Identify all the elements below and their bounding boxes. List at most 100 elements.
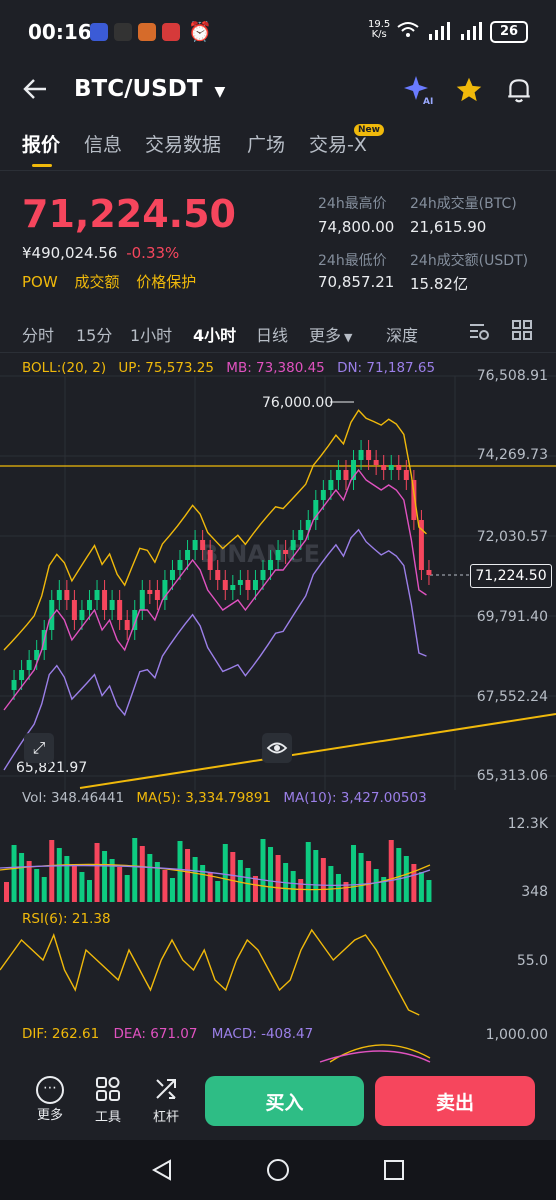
volume-bar (351, 845, 357, 902)
volume-bar (215, 881, 221, 902)
boll-upper-line (3, 409, 427, 651)
vol-axis-top: 12.3K (507, 816, 548, 832)
kline-chart[interactable]: BINANCE (0, 350, 556, 1070)
volume-bar (64, 856, 70, 902)
tf-more-label: 更多 (309, 326, 342, 345)
volume-bar (343, 882, 349, 902)
tf-15m[interactable]: 15分 (76, 326, 113, 345)
rsi-line (0, 928, 420, 1016)
tag-turnover[interactable]: 成交额 (74, 273, 120, 291)
macd-dea-line (319, 1050, 431, 1063)
tag-price-protect[interactable]: 价格保护 (136, 273, 197, 291)
candle (335, 470, 341, 480)
back-arrow-icon[interactable] (22, 76, 48, 106)
signal-icon (428, 22, 452, 44)
volume-bar (245, 868, 251, 902)
more-dots-icon: ⋯ (36, 1076, 64, 1104)
tf-depth[interactable]: 深度 (386, 326, 419, 345)
new-badge: New (354, 124, 384, 136)
tab-quote[interactable]: 报价 (22, 134, 61, 156)
candle (64, 590, 70, 600)
svg-text:AI: AI (423, 97, 433, 106)
candle (237, 580, 243, 585)
boll-up: UP: 75,573.25 (118, 360, 214, 376)
axis-price-3: 72,030.57 (476, 529, 548, 545)
candle (290, 540, 296, 550)
volume-bar (366, 861, 372, 902)
volume-legend: Vol: 348.46441 MA(5): 3,334.79891 MA(10)… (22, 790, 427, 806)
expand-icon[interactable]: ⤢ (24, 733, 54, 763)
tab-square[interactable]: 广场 (247, 134, 286, 156)
volume-bar (4, 882, 9, 902)
nav-back-icon[interactable] (150, 1158, 174, 1186)
candle (388, 465, 394, 470)
more-label: 更多 (36, 1108, 63, 1123)
tab-info[interactable]: 信息 (84, 134, 123, 156)
candle (34, 650, 40, 660)
tag-row: POW 成交额 价格保护 (22, 271, 196, 292)
candle (102, 590, 108, 610)
candle (358, 450, 364, 460)
bell-icon[interactable] (506, 76, 532, 108)
high-marker: 76,000.00 (262, 395, 334, 411)
volume-bar (79, 872, 85, 902)
more-tool[interactable]: ⋯ 更多 (30, 1076, 70, 1123)
volume-bar (86, 880, 92, 902)
candle (313, 500, 319, 520)
tf-time[interactable]: 分时 (22, 326, 55, 345)
volume-bar (41, 877, 47, 902)
vol-value: Vol: 348.46441 (22, 790, 125, 806)
volume-bar (200, 865, 206, 902)
high-value: 74,800.00 (318, 218, 395, 236)
pair-title[interactable]: BTC/USDT ▼ (74, 76, 225, 102)
sell-button[interactable]: 卖出 (375, 1076, 535, 1126)
candle (215, 570, 221, 580)
candle (366, 450, 372, 460)
macd-axis: 1,000.00 (485, 1027, 548, 1043)
price-cny: ¥490,024.56 (22, 244, 118, 262)
app-notification-icon (162, 23, 180, 41)
candle (124, 620, 130, 630)
macd-legend: DIF: 262.61 DEA: 671.07 MACD: -408.47 (22, 1026, 313, 1042)
tab-trade-x[interactable]: 交易-X (309, 134, 367, 156)
favorite-star-icon[interactable] (455, 76, 483, 108)
volume-bar (192, 857, 198, 902)
indicator-settings-icon[interactable] (468, 320, 490, 346)
volume-bar (358, 853, 364, 902)
candle (185, 550, 191, 560)
candle (252, 580, 258, 590)
caret-down-icon: ▼ (344, 331, 353, 344)
volume-bar (313, 850, 319, 902)
price-cny-row: ¥490,024.56 -0.33% (22, 244, 179, 262)
volume-bar (147, 854, 153, 902)
volume-bar (381, 877, 387, 902)
battery-icon: 26 (490, 21, 528, 43)
nav-recents-icon[interactable] (382, 1158, 406, 1186)
tag-pow[interactable]: POW (22, 273, 58, 291)
tf-day[interactable]: 日线 (256, 326, 289, 345)
candle (207, 550, 213, 570)
eye-icon[interactable] (262, 733, 292, 763)
ai-sparkle-icon[interactable]: AI (404, 74, 436, 110)
leverage-tool[interactable]: 杠杆 (146, 1076, 186, 1125)
tab-trading-data[interactable]: 交易数据 (145, 134, 222, 156)
tf-4h[interactable]: 4小时 (193, 326, 237, 345)
volume-bar (260, 839, 266, 902)
nav-home-icon[interactable] (266, 1158, 290, 1186)
axis-price-2: 74,269.73 (476, 447, 548, 463)
buy-button[interactable]: 买入 (205, 1076, 364, 1126)
volume-bar (117, 867, 123, 902)
tf-more[interactable]: 更多 ▼ (309, 322, 352, 346)
candle (351, 460, 357, 480)
layout-grid-icon[interactable] (512, 320, 532, 344)
system-nav-bar (0, 1140, 556, 1200)
vol-ma10: MA(10): 3,427.00503 (283, 790, 427, 806)
vol-axis-bottom: 348 (521, 884, 548, 900)
vol-usdt-value: 15.82亿 (410, 275, 468, 293)
wifi-icon (396, 21, 420, 44)
tools-tool[interactable]: 工具 (88, 1076, 128, 1125)
axis-price-1: 76,508.91 (476, 368, 548, 384)
candle (381, 465, 387, 470)
tf-1h[interactable]: 1小时 (130, 326, 173, 345)
rsi-axis: 55.0 (516, 953, 548, 969)
